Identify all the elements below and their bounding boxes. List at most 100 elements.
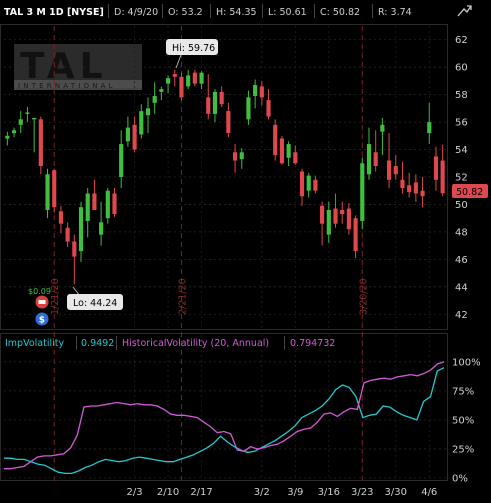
- candle: [239, 148, 244, 169]
- earnings-amount: $0.09: [28, 287, 51, 296]
- candle: [360, 157, 365, 230]
- hist-vol-value: 0.794732: [290, 338, 335, 349]
- price-tick-label: 52: [455, 173, 468, 184]
- last-price-badge: 50.82: [452, 184, 488, 198]
- lo-label-bubble: Lo: 44.24: [67, 286, 123, 310]
- time-tick-label: 3/23: [351, 487, 373, 498]
- candle: [105, 187, 110, 224]
- volatility-panel[interactable]: [0, 333, 448, 481]
- price-tick-label: 42: [455, 310, 468, 321]
- candle: [5, 131, 10, 146]
- volatility-axis[interactable]: 0% 25% 50% 75% 100%: [452, 357, 481, 484]
- candle-body: [139, 111, 144, 135]
- candle: [266, 89, 271, 120]
- volatility-grid: [4, 361, 446, 479]
- imp-volatility-line: [4, 367, 445, 475]
- candle: [353, 215, 358, 258]
- candle-body: [32, 117, 37, 120]
- imp-vol-value: 0.9492: [81, 338, 114, 349]
- dividend-icon[interactable]: [35, 312, 49, 326]
- candle: [212, 89, 218, 123]
- candle-body: [58, 211, 64, 224]
- candle: [346, 203, 351, 235]
- open-readout: O: 53.2: [168, 7, 203, 18]
- high-readout: H: 54.35: [216, 7, 257, 18]
- candle: [320, 201, 325, 246]
- candle: [32, 117, 37, 153]
- candle: [440, 144, 445, 197]
- price-tick-label: 60: [455, 63, 468, 74]
- candle-body: [25, 112, 30, 114]
- time-tick-label: 4/6: [421, 487, 437, 498]
- candle-body: [152, 96, 157, 103]
- candle-body: [125, 127, 130, 142]
- candle: [293, 145, 298, 165]
- event-markers: 1/21/20 2/21/20 3/20/20: [50, 26, 369, 481]
- hist-vol-label[interactable]: HistoricalVolatility (20, Annual): [122, 338, 269, 349]
- candle: [186, 69, 191, 90]
- candle: [152, 82, 157, 114]
- candle: [172, 69, 177, 87]
- volatility-tick-label: 0%: [452, 474, 468, 485]
- candle: [386, 133, 392, 188]
- candle: [65, 222, 70, 248]
- candle-body: [360, 163, 365, 221]
- candle: [427, 102, 432, 145]
- candle: [373, 130, 378, 172]
- candle-body: [373, 152, 378, 167]
- candle-body: [353, 218, 358, 252]
- candle: [139, 104, 144, 139]
- candle: [145, 97, 151, 134]
- candle-body: [400, 179, 405, 188]
- candle: [125, 116, 130, 147]
- candle-body: [145, 108, 151, 116]
- imp-vol-label[interactable]: ImpVolatility: [5, 338, 64, 349]
- candle: [85, 187, 90, 238]
- candle: [219, 86, 224, 107]
- candle: [11, 127, 17, 138]
- candle: [420, 177, 425, 208]
- candles: [5, 69, 445, 285]
- candle-body: [179, 76, 184, 98]
- candle: [52, 168, 57, 213]
- candle-body: [407, 185, 412, 193]
- candle-body: [5, 135, 10, 139]
- svg-text:$: $: [39, 316, 45, 326]
- price-tick-label: 54: [455, 145, 468, 156]
- time-tick-label: 3/2: [254, 487, 270, 498]
- close-readout: C: 50.82: [320, 7, 360, 18]
- candle-body: [38, 119, 43, 167]
- candle-body: [380, 124, 385, 132]
- candle-body: [246, 97, 251, 120]
- candle-body: [253, 85, 258, 97]
- candle: [199, 71, 204, 90]
- candle-body: [192, 72, 197, 84]
- candle-body: [239, 152, 244, 160]
- candle-body: [45, 174, 50, 210]
- price-tick-label: 62: [455, 35, 468, 46]
- symbol-label[interactable]: TAL 3 M 1D [NYSE]: [4, 7, 104, 18]
- time-tick-label: 2/3: [127, 487, 143, 498]
- candle-body: [420, 190, 425, 197]
- volatility-tick-label: 50%: [452, 415, 474, 426]
- expand-chart-icon[interactable]: [455, 3, 473, 19]
- time-axis[interactable]: 2/3 2/10 2/17 3/2 3/9 3/16 3/23 3/30 4/6: [127, 487, 438, 498]
- event-marker-label: 2/21/20: [177, 278, 188, 315]
- candle: [78, 201, 84, 263]
- candle-body: [346, 208, 351, 230]
- lo-label: Lo: 44.24: [73, 298, 117, 309]
- earnings-marker[interactable]: $0.09 $: [28, 287, 51, 326]
- candle-body: [366, 144, 372, 175]
- time-tick-label: 3/30: [385, 487, 407, 498]
- candle-body: [92, 193, 97, 210]
- price-axis[interactable]: 42 44 46 48 50 52 54 56 58 60 62: [455, 35, 468, 321]
- candle-body: [72, 241, 77, 257]
- candle-body: [186, 75, 191, 87]
- hi-label: Hi: 59.76: [172, 43, 215, 54]
- candle: [306, 172, 311, 198]
- range-readout: R: 3.74: [378, 7, 412, 18]
- candle-body: [326, 209, 331, 235]
- candle: [433, 146, 439, 191]
